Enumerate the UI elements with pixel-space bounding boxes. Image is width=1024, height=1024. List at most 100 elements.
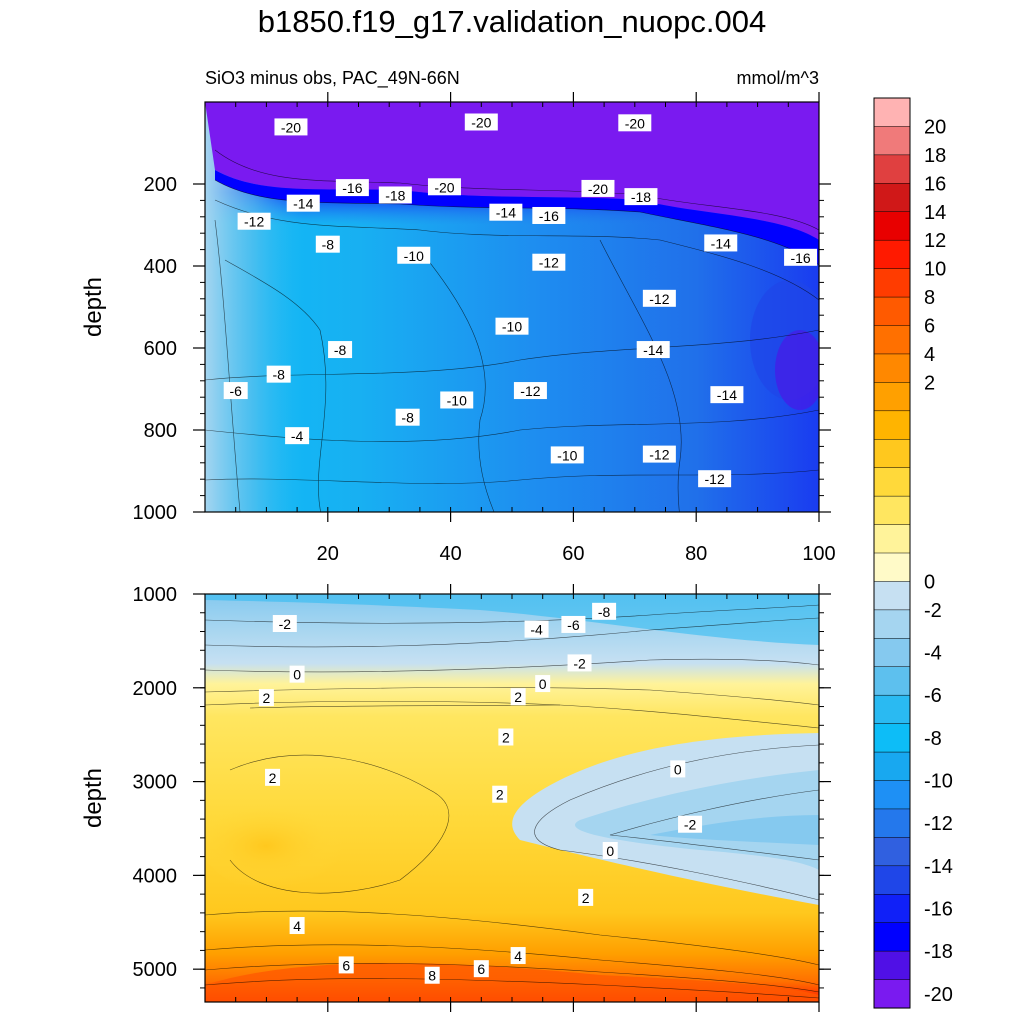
contour-label: -6 [561, 615, 586, 633]
colorbar-swatch [873, 865, 911, 895]
contour-label-bg [258, 689, 274, 707]
contour-label-text: -8 [401, 410, 414, 426]
colorbar-label: 4 [924, 344, 935, 366]
x-tick-label: 20 [317, 543, 339, 565]
colorbar-swatch [873, 495, 911, 526]
contour-label: -14 [710, 386, 744, 404]
contour-label: -20 [464, 113, 498, 131]
contour-label-bg [492, 785, 508, 803]
colorbar-label: 10 [924, 259, 946, 281]
contour-label: 2 [510, 688, 526, 706]
lower-ylabel: depth [80, 768, 107, 828]
contour-label: 0 [602, 841, 618, 859]
colorbar-label: 14 [924, 202, 946, 224]
colorbar-swatch [873, 609, 911, 639]
colorbar-swatch [873, 97, 911, 127]
contour-label: 6 [338, 956, 354, 974]
colorbar-swatch [873, 268, 911, 298]
contour-label-bg [532, 206, 566, 224]
x-tick-label: 40 [439, 543, 461, 565]
contour-label: -20 [427, 178, 461, 196]
colorbar-label: -16 [924, 898, 953, 920]
contour-label-bg [561, 615, 586, 633]
subtitle-left: SiO3 minus obs, PAC_49N-66N [205, 68, 460, 89]
contour-label-text: 2 [582, 890, 590, 906]
contour-label-bg [567, 654, 592, 672]
contour-label-text: -2 [573, 655, 586, 671]
colorbar: 20181614121086420-2-4-6-8-10-12-14-16-18… [873, 97, 953, 1009]
colorbar-label: 2 [924, 372, 935, 394]
colorbar-swatch [873, 581, 911, 611]
colorbar-swatch [873, 183, 911, 213]
contour-label-text: 0 [539, 676, 547, 692]
y-tick-label: 2000 [133, 678, 178, 700]
colorbar-swatch [873, 325, 911, 355]
colorbar-swatch [873, 922, 911, 952]
contour-label: -8 [592, 602, 617, 620]
contour-label: -10 [440, 391, 474, 409]
contour-label-text: -20 [588, 181, 608, 197]
contour-label-text: -20 [281, 119, 301, 135]
contour-label-bg [624, 188, 658, 206]
contour-label-bg [636, 341, 670, 359]
contour-label: 6 [473, 960, 489, 978]
contour-label-bg [642, 289, 676, 307]
colorbar-swatch [873, 950, 911, 981]
contour-label-text: 4 [514, 948, 522, 964]
colorbar-label: 18 [924, 145, 946, 167]
contour-label: -8 [315, 235, 340, 253]
colorbar-label: 20 [924, 116, 946, 138]
contour-label-text: -10 [557, 447, 577, 463]
contour-label-text: -12 [520, 383, 540, 399]
contour-label: -8 [266, 365, 291, 383]
contour-label: -16 [335, 179, 369, 197]
contour-label-text: -20 [625, 115, 645, 131]
contour-label-bg [397, 246, 431, 264]
contour-label-text: 2 [269, 770, 277, 786]
contour-label-bg [495, 317, 529, 335]
contour-label-bg [581, 179, 615, 197]
contour-label: -16 [784, 248, 818, 266]
colorbar-swatch [873, 353, 911, 383]
contour-label-bg [710, 386, 744, 404]
colorbar-label: -8 [924, 728, 942, 750]
contour-label-bg [286, 194, 320, 212]
colorbar-swatch [873, 808, 911, 838]
contour-label-text: -18 [631, 189, 651, 205]
upper-axes: 20 40 60 80 100 200 400 600 800 1000 [133, 92, 836, 565]
y-tick-label: 200 [144, 174, 177, 196]
contour-label: -18 [624, 188, 658, 206]
contour-label: -10 [550, 446, 584, 464]
contour-label-bg [602, 841, 618, 859]
colorbar-label: -14 [924, 856, 953, 878]
upper-contour-lines [205, 149, 819, 512]
contour-label: -4 [524, 620, 549, 638]
contour-label-bg [578, 888, 594, 906]
contour-label-text: -20 [471, 115, 491, 131]
contour-label: -8 [328, 341, 353, 359]
contour-label-text: -18 [385, 187, 405, 203]
colorbar-swatch [873, 382, 911, 412]
colorbar-swatch [873, 296, 911, 327]
contour-label-text: 6 [477, 961, 485, 977]
contour-label-text: -14 [711, 235, 731, 251]
y-tick-label: 3000 [133, 772, 178, 794]
contour-label-bg [395, 408, 420, 426]
colorbar-label: 6 [924, 316, 935, 338]
contour-label: -14 [489, 203, 523, 221]
colorbar-swatch [873, 837, 911, 867]
contour-label-bg [335, 179, 369, 197]
contour-label: 0 [289, 665, 305, 683]
contour-label: 8 [424, 966, 440, 984]
colorbar-swatch [873, 638, 911, 668]
contour-label-text: -16 [342, 180, 362, 196]
contour-label: -12 [642, 289, 676, 307]
contour-label-bg [237, 212, 271, 230]
contour-label-text: -16 [539, 208, 559, 224]
contour-label-text: -4 [530, 622, 543, 638]
contour-label-bg [272, 615, 297, 633]
contour-label-text: -2 [279, 616, 292, 632]
colorbar-label: 16 [924, 173, 946, 195]
colorbar-swatch [873, 410, 911, 440]
